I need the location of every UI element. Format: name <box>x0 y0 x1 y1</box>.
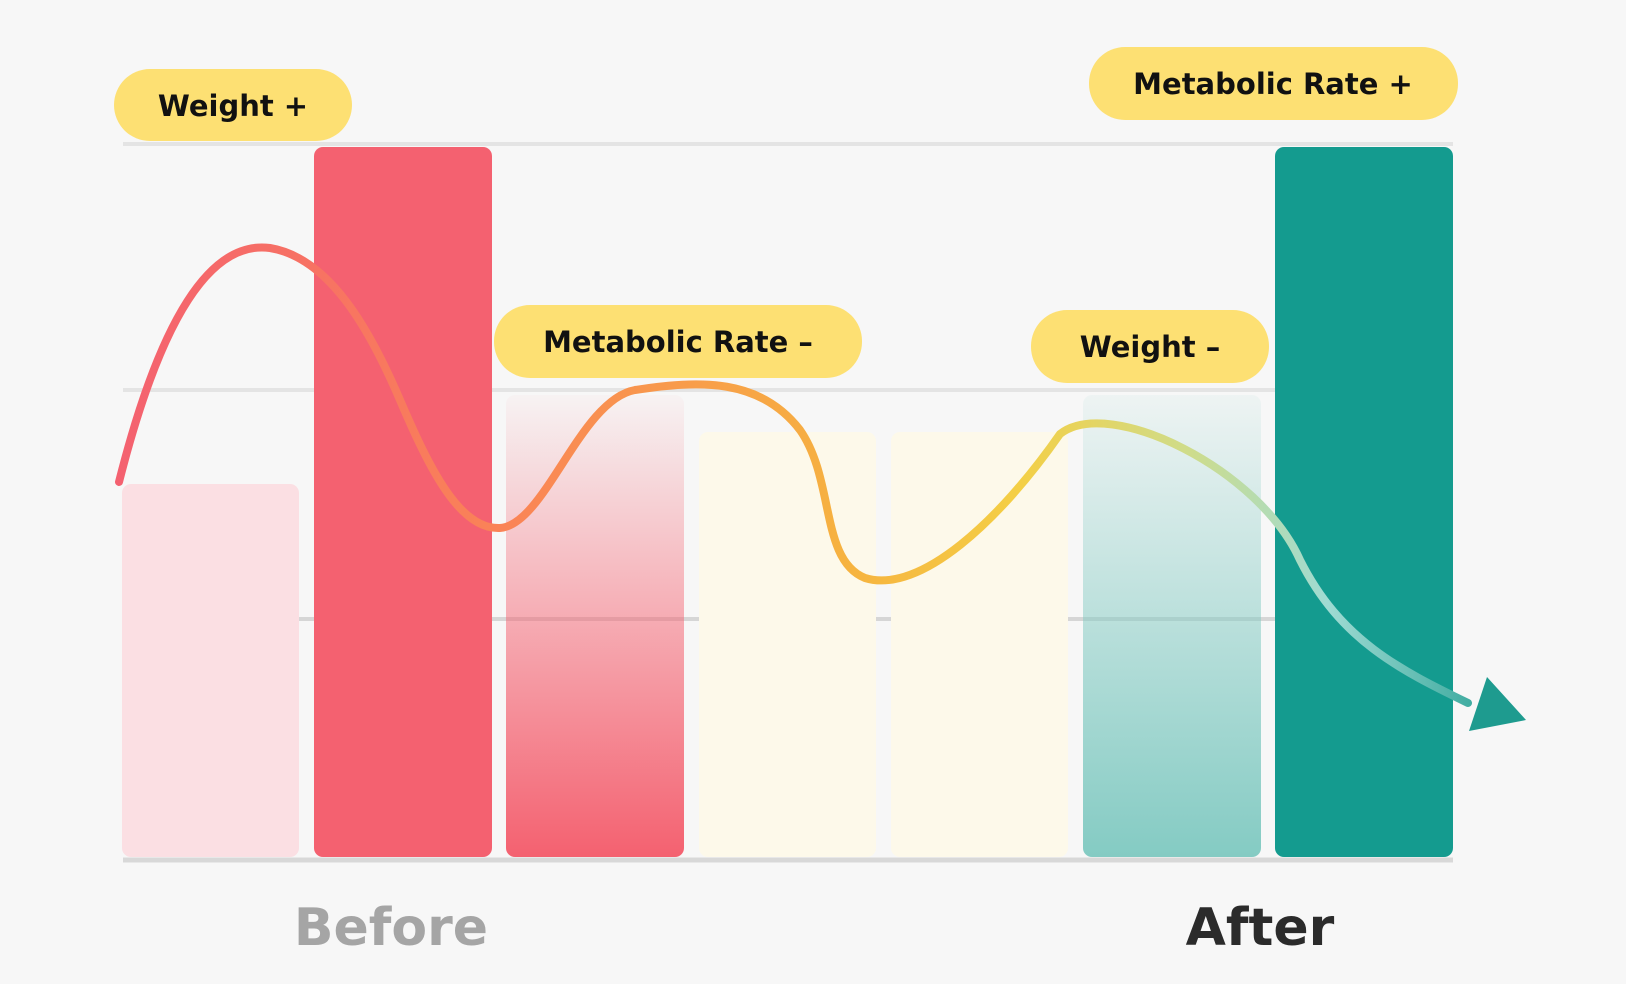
bar-7-teal <box>1275 147 1453 857</box>
arrow-head-icon <box>1469 677 1526 731</box>
after-label: After <box>1186 898 1335 958</box>
bar-5-cream <box>891 432 1068 857</box>
pill-metabolic-rate-up: Metabolic Rate + <box>1089 47 1458 120</box>
trend-curve <box>115 243 1472 707</box>
bar-4-cream <box>699 432 876 857</box>
pill-weight-down-label: Weight – <box>1080 330 1220 364</box>
pill-metabolic-rate-down: Metabolic Rate – <box>494 305 862 378</box>
pill-weight-up: Weight + <box>114 69 352 141</box>
pill-weight-up-label: Weight + <box>158 89 308 123</box>
before-label: Before <box>294 898 488 958</box>
bar-2-red <box>314 147 492 857</box>
bar-3-red-gradient <box>506 395 684 857</box>
bar-1-light-pink <box>122 484 299 857</box>
pill-metabolic-rate-up-label: Metabolic Rate + <box>1133 67 1413 101</box>
pill-weight-down: Weight – <box>1031 310 1269 383</box>
pill-metabolic-rate-down-label: Metabolic Rate – <box>543 325 813 359</box>
bar-6-teal-gradient <box>1083 395 1261 857</box>
